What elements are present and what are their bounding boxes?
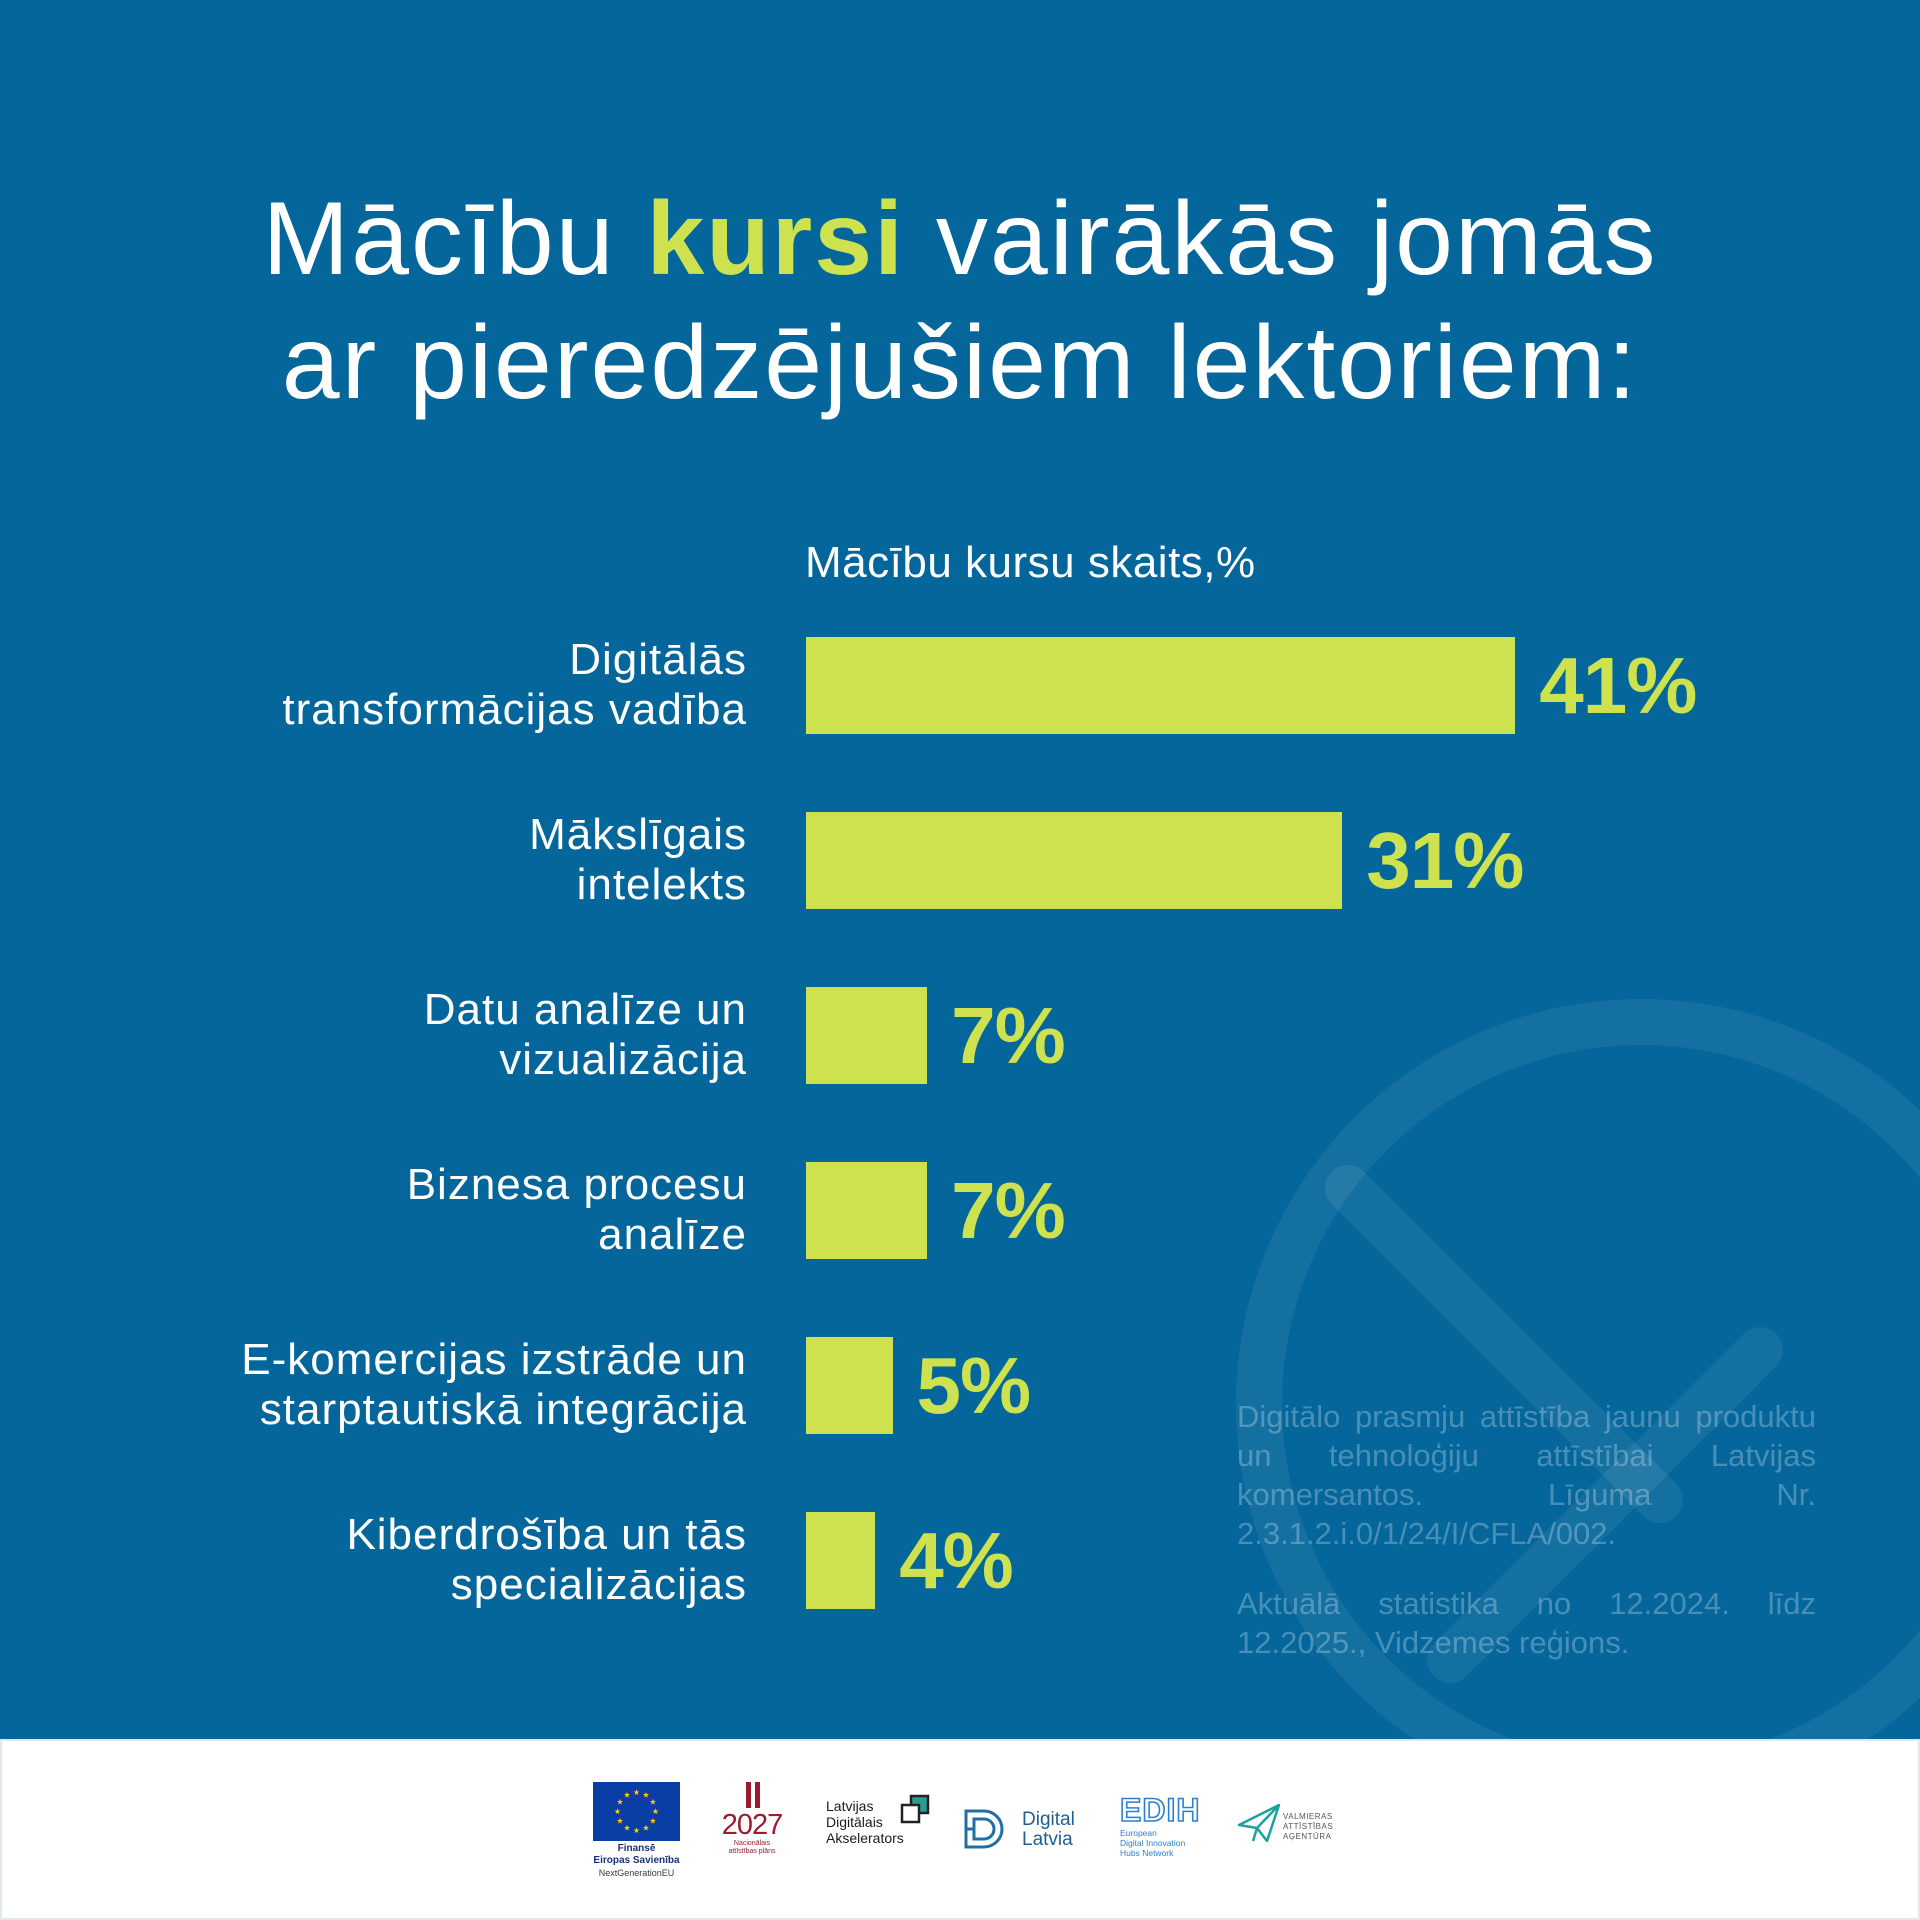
eu-star-icon [652, 1808, 659, 1815]
digital-latvia-text: Digital Latvia [1022, 1810, 1075, 1850]
nap-bar [755, 1782, 760, 1808]
edih-text: Digital Innovation [1120, 1838, 1186, 1848]
bar [806, 987, 928, 1084]
bar [806, 1337, 893, 1434]
national-development-plan-logo: 2027 Nacionālais attīstības plāns [716, 1780, 788, 1856]
square-shape [900, 1803, 921, 1824]
statistics-note: Aktuālā statistika no 12.2024. līdz 12.2… [1237, 1586, 1816, 1660]
eu-star-icon [649, 1817, 656, 1824]
edih-text: European [1120, 1828, 1157, 1838]
eu-stars [614, 1789, 659, 1834]
lda-text: Latvijas [826, 1798, 874, 1814]
bar [806, 812, 1343, 909]
project-note: Digitālo prasmju attīstība jaunu produkt… [1237, 1399, 1816, 1551]
vaa-text: VALMIERAS [1283, 1812, 1333, 1821]
plane-outline [1237, 1803, 1281, 1843]
watermark-circle [1236, 999, 1920, 1739]
eu-star-icon [617, 1798, 624, 1805]
nap-text: Nacionālais [733, 1840, 771, 1847]
title-text-end: vairākās jomās [935, 181, 1658, 297]
eu-logo-text: NextGenerationEU [598, 1868, 675, 1878]
watermark-line [1427, 1327, 1783, 1683]
dl-inner-shape [972, 1817, 996, 1841]
dl-text: Latvia [1022, 1829, 1073, 1850]
nap-bars-icon [746, 1782, 760, 1808]
bar-value-label: 5% [916, 1341, 1032, 1430]
title-highlight: kursi [646, 181, 906, 297]
bar-value-label: 41% [1539, 641, 1697, 730]
digital-accelerator-logo-text: Latvijas Digitālais Akselerators [826, 1798, 904, 1846]
decorative-watermark [1236, 999, 1920, 1739]
title-line-2: ar pieredzējušiem lektoriem: [281, 305, 1639, 421]
title-text-start: Mācību [262, 181, 616, 297]
footer-logos: Finansē Eiropas Savienība NextGeneration… [0, 1739, 1920, 1920]
bar-value-label: 4% [899, 1516, 1014, 1605]
digital-latvia-icon [964, 1809, 1004, 1849]
bar [806, 637, 1516, 734]
watermark-line [1325, 1165, 1683, 1523]
page-title: Mācību kursi vairākās jomās ar pieredzēj… [0, 177, 1920, 425]
edih-text: Hubs Network [1120, 1848, 1174, 1858]
dl-text: Digital [1022, 1809, 1075, 1830]
category-label: Datu analīze un vizualizācija [423, 985, 747, 1084]
eu-star-icon [642, 1824, 650, 1831]
eu-logo-text: Finansē [617, 1843, 656, 1854]
bar-value-label: 7% [951, 1166, 1066, 1255]
plane-fold [1251, 1804, 1280, 1842]
bar-chart: Digitālās transformācijas vadība 41% Māksl… [0, 635, 1920, 1609]
eu-star-icon [642, 1791, 650, 1798]
lda-text: Digitālais [826, 1814, 883, 1830]
accelerator-squares-icon [900, 1794, 930, 1824]
eu-flag-icon [593, 1782, 680, 1841]
eu-star-icon [623, 1824, 631, 1831]
category-label: E-komercijas izstrāde un starptautiskā i… [241, 1335, 747, 1434]
eu-logo: Finansē Eiropas Savienība NextGeneration… [568, 1782, 705, 1879]
vaa-mark [1237, 1803, 1281, 1843]
eu-star-icon [617, 1817, 624, 1824]
nap-year: 2027 [721, 1809, 784, 1841]
eu-star-icon [614, 1808, 621, 1815]
valmiera-agency-logo-text: VALMIERAS ATTĪSTĪBAS AĢENTŪRA [1283, 1812, 1333, 1842]
bar [806, 1512, 876, 1609]
category-label: Kiberdrošība un tās specializācijas [346, 1510, 747, 1609]
eu-star-icon [633, 1827, 640, 1834]
vaa-text: ATTĪSTĪBAS [1283, 1822, 1334, 1831]
category-label: Digitālās transformācijas vadība [282, 635, 747, 734]
eu-star-icon [649, 1798, 656, 1805]
category-label: Biznesa procesu analīze [406, 1160, 747, 1259]
edih-logo-mark: EDIH [1119, 1792, 1200, 1826]
eu-logo-text: Eiropas Savienība [593, 1855, 680, 1866]
category-label: Mākslīgais intelekts [529, 810, 747, 909]
bar-value-label: 7% [951, 991, 1066, 1080]
eu-star-icon [623, 1791, 631, 1798]
watermark-shape [1236, 999, 1920, 1739]
edih-logo-text: European Digital Innovation Hubs Network [1120, 1828, 1185, 1858]
edih-mark-text: EDIH [1120, 1792, 1200, 1826]
digital-latvia-mark [964, 1809, 1004, 1849]
eu-star-icon [633, 1789, 640, 1796]
lda-text: Akselerators [826, 1830, 904, 1846]
bar [806, 1162, 928, 1259]
dl-outer-shape [964, 1809, 1004, 1849]
nap-text: attīstības plāns [728, 1848, 776, 1855]
bar-value-label: 31% [1366, 816, 1524, 905]
paper-plane-icon [1237, 1803, 1281, 1843]
chart-title: Mācību kursu skaits,% [805, 538, 1256, 587]
vaa-text: AĢENTŪRA [1283, 1832, 1332, 1841]
nap-bar [746, 1782, 751, 1808]
title-line-1: Mācību kursi vairākās jomās [0, 177, 1920, 301]
